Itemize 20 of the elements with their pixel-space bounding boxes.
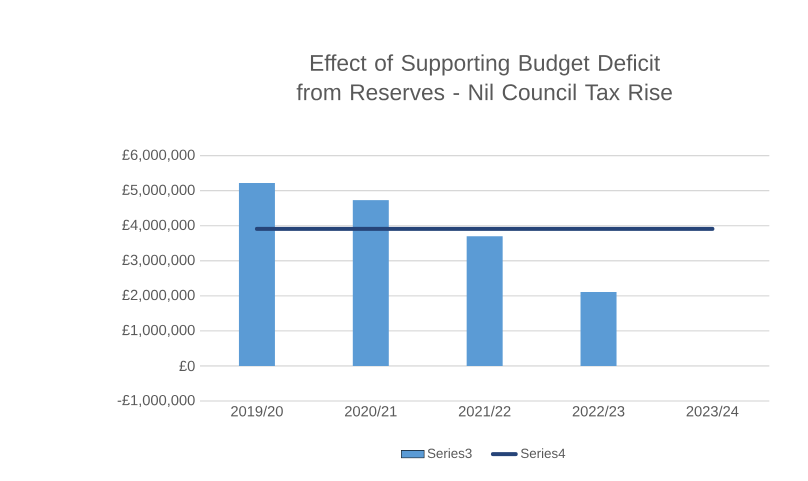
y-tick-label: £1,000,000 <box>122 324 195 337</box>
y-tick-label: £0 <box>179 360 195 372</box>
x-tick-label: 2020/21 <box>345 406 397 416</box>
legend-label: Series3 <box>428 448 472 458</box>
y-tick-label: £6,000,000 <box>122 150 195 162</box>
bar <box>238 183 275 366</box>
x-tick-label: 2019/20 <box>231 406 283 416</box>
y-tick-label: £3,000,000 <box>122 254 195 267</box>
y-tick-label: -£1,000,000 <box>118 394 195 408</box>
x-tick-label: 2022/23 <box>572 406 624 416</box>
legend-label: Series4 <box>520 448 566 458</box>
chart-title: Effect of Supporting Budget Deficit from Reserves - Nil Council Tax Rise <box>296 54 672 100</box>
y-tick-label: £5,000,000 <box>122 184 195 197</box>
bar <box>580 292 617 366</box>
x-tick-label: 2023/24 <box>686 406 738 416</box>
y-tick-label: £4,000,000 <box>122 220 195 232</box>
bar <box>352 200 389 366</box>
x-tick-label: 2021/22 <box>458 406 510 416</box>
y-tick-label: £2,000,000 <box>122 290 195 302</box>
bar <box>466 236 503 366</box>
